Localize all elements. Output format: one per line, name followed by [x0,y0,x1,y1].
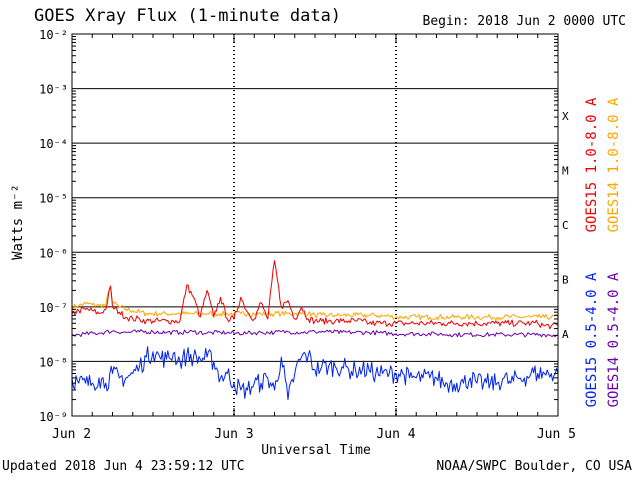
begin-time-label: Begin: 2018 Jun 2 0000 UTC [422,14,627,29]
y-axis-label: Watts m⁻² [10,184,26,260]
y-tick-label: 10⁻⁴ [39,137,68,151]
y-tick-label: 10⁻³ [39,83,68,97]
y-tick-label: 10⁻⁸ [39,355,68,369]
y-tick-label: 10⁻⁶ [39,246,68,260]
x-axis-label: Universal Time [261,443,371,458]
flare-class-label: M [562,164,569,177]
series-line [71,329,559,338]
series-line [71,285,559,321]
series-line [71,346,559,401]
updated-timestamp: Updated 2018 Jun 4 23:59:12 UTC [2,459,245,474]
flare-class-label: B [562,274,569,287]
flare-class-label: C [562,219,569,232]
series-line [71,260,559,330]
legend-entry: GOES15 0.5-4.0 A [584,272,600,407]
x-tick-label: Jun 5 [537,427,576,442]
legend-entry: GOES14 0.5-4.0 A [606,272,622,407]
series-layer [71,260,559,401]
legend: GOES15 1.0-8.0 A GOES14 1.0-8.0 A GOES15 0… [584,97,622,407]
y-tick-label: 10⁻² [39,28,68,42]
y-tick-label: 10⁻⁹ [39,410,68,424]
legend-entry: GOES14 1.0-8.0 A [606,97,622,232]
flare-class-label: X [562,110,569,123]
plot-grid [72,34,558,416]
legend-entry: GOES15 1.0-8.0 A [584,97,600,232]
y-tick-label: 10⁻⁷ [39,301,68,315]
chart-title: GOES Xray Flux (1-minute data) [34,6,342,26]
x-tick-label: Jun 2 [52,427,91,442]
y-tick-label: 10⁻⁵ [39,192,68,206]
flare-class-label: A [562,328,569,341]
axes: 10⁻⁹ 10⁻⁸ 10⁻⁷ 10⁻⁶ 10⁻⁵ 10⁻⁴ 10⁻³ 10⁻² Jun 2 Jun… [39,28,576,442]
credit-label: NOAA/SWPC Boulder, CO USA [436,459,632,474]
x-tick-label: Jun 4 [376,427,415,442]
x-tick-label: Jun 3 [214,427,253,442]
